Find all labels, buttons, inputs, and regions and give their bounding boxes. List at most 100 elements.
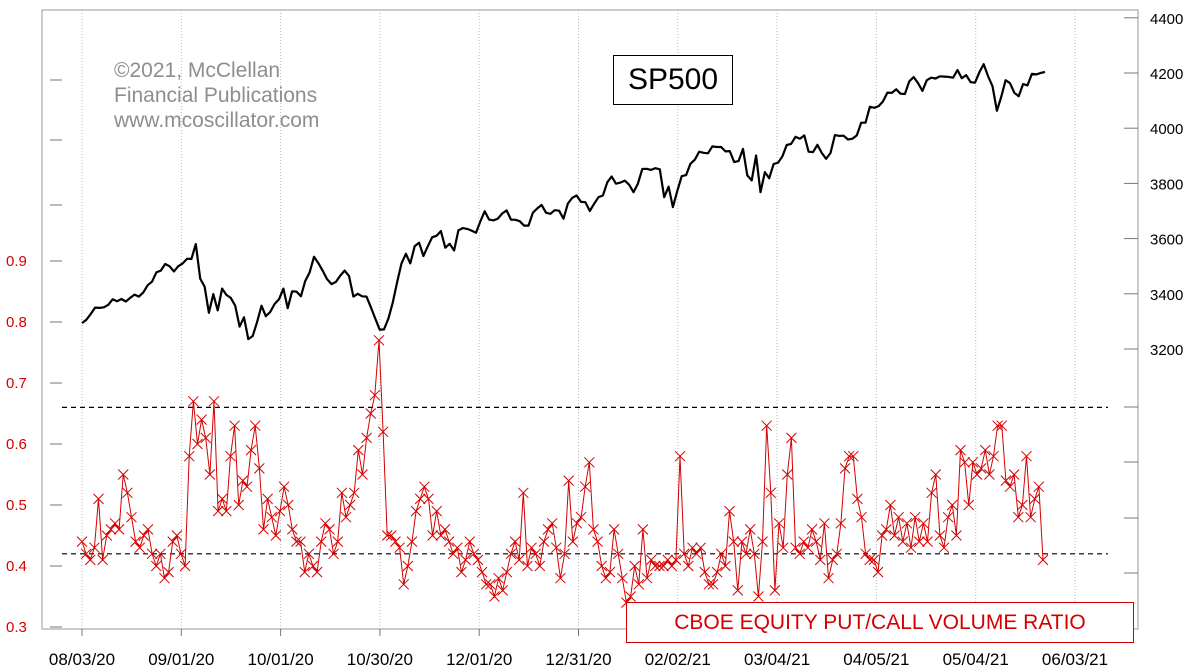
ratio-point	[291, 536, 302, 547]
ratio-point	[922, 536, 933, 547]
ratio-point	[769, 585, 781, 596]
ratio-point	[777, 542, 789, 554]
ratio-point	[563, 475, 575, 486]
ratio-point	[728, 536, 740, 547]
ratio-point	[889, 530, 900, 541]
ratio-point	[757, 536, 768, 547]
ratio-point	[678, 548, 690, 560]
ratio-point	[691, 548, 702, 560]
ratio-point	[324, 524, 335, 535]
ratio-point	[423, 493, 434, 505]
left-tick-label: 0.4	[6, 558, 27, 575]
ratio-point	[864, 554, 876, 566]
ratio-point	[352, 444, 364, 456]
ratio-point	[241, 481, 253, 493]
x-tick-label: 09/01/20	[148, 650, 214, 669]
ratio-point	[216, 493, 228, 505]
ratio-point	[674, 450, 686, 462]
ratio-point	[89, 542, 100, 554]
ratio-point	[707, 578, 719, 590]
ratio-point	[97, 554, 108, 566]
ratio-point	[332, 536, 344, 547]
ratio-point	[484, 578, 496, 590]
ratio-point	[344, 499, 356, 511]
ratio-point	[163, 566, 174, 578]
ratio-point	[134, 542, 146, 554]
ratio-point	[480, 578, 492, 590]
ratio-point	[84, 554, 96, 566]
ratio-point	[732, 585, 744, 596]
ratio-point	[629, 560, 641, 572]
ratio-point	[126, 511, 137, 523]
ratio-point	[959, 456, 970, 468]
ratio-point	[827, 554, 839, 566]
ratio-point	[592, 536, 603, 547]
ratio-point	[155, 548, 166, 560]
ratio-point	[588, 524, 599, 535]
ratio-point	[612, 548, 624, 560]
ratio-point	[695, 542, 707, 554]
left-tick-label: 0.9	[6, 253, 27, 270]
ratio-point	[439, 524, 451, 535]
ratio-point	[1004, 481, 1016, 493]
ratio-point	[616, 572, 628, 584]
ratio-point	[183, 450, 195, 462]
ratio-point	[872, 566, 884, 578]
ratio-point	[101, 530, 113, 541]
ratio-point	[724, 505, 735, 517]
ratio-point	[753, 591, 764, 602]
ratio-point	[918, 517, 929, 529]
ratio-point	[150, 560, 162, 572]
ratio-point	[307, 560, 319, 572]
copyright-annotation: ©2021, McClellan Financial Publications …	[114, 58, 319, 133]
ratio-point	[843, 450, 855, 462]
ratio-point	[1021, 450, 1032, 462]
ratio-point	[583, 456, 595, 468]
ratio-point	[744, 524, 756, 535]
ratio-point	[893, 511, 904, 523]
ratio-point	[1017, 499, 1028, 511]
ratio-point	[460, 554, 471, 566]
ratio-point	[934, 530, 946, 541]
ratio-point	[926, 487, 937, 499]
right-y-axis: 3200 3400 3600 3800 4000 4200 4400	[1124, 11, 1183, 574]
ratio-point	[130, 536, 141, 547]
ratio-point	[286, 524, 298, 535]
ratio-point	[142, 524, 154, 535]
ratio-point	[93, 493, 104, 505]
ratio-point	[390, 536, 401, 547]
x-tick-label: 12/01/20	[446, 650, 512, 669]
ratio-point	[802, 542, 814, 554]
ratio-point	[852, 493, 863, 505]
ratio-point	[897, 536, 909, 547]
ratio-point	[476, 566, 488, 578]
ratio-point	[365, 408, 377, 419]
ratio-point	[171, 530, 183, 541]
ratio-point	[501, 566, 513, 578]
x-tick-label: 05/04/21	[943, 650, 1009, 669]
ratio-point	[546, 517, 558, 529]
ratio-point	[270, 530, 282, 541]
ratio-point	[901, 517, 913, 529]
ratio-point	[489, 591, 500, 602]
ratio-point	[414, 493, 426, 505]
annotation-line-3: www.mcoscillator.com	[114, 109, 320, 132]
ratio-point	[963, 499, 975, 511]
ratio-point	[1037, 554, 1049, 566]
ratio-point	[530, 548, 542, 560]
ratio-point	[1033, 481, 1045, 493]
ratio-point	[167, 536, 179, 547]
ratio-point	[979, 444, 991, 456]
ratio-point	[377, 426, 389, 438]
sp500-line	[81, 63, 1046, 341]
ratio-point	[80, 548, 92, 560]
ratio-point	[295, 536, 306, 547]
right-tick-label: 3800	[1150, 176, 1183, 193]
ratio-point	[221, 505, 232, 517]
ratio-point	[443, 536, 455, 547]
ratio-point	[794, 548, 806, 560]
ratio-point	[699, 566, 711, 578]
x-tick-label: 10/01/20	[248, 650, 314, 669]
right-tick-label: 3200	[1150, 342, 1183, 359]
